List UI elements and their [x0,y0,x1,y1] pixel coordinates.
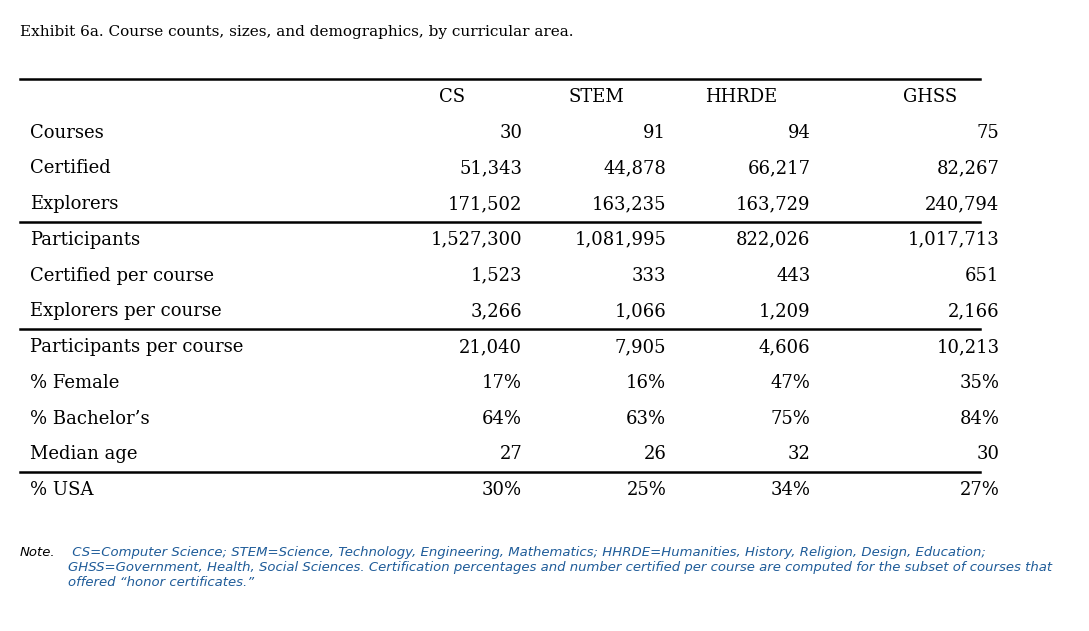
Text: Explorers per course: Explorers per course [29,302,221,321]
Text: 1,209: 1,209 [759,302,810,321]
Text: Explorers: Explorers [29,195,119,213]
Text: 1,017,713: 1,017,713 [908,231,1000,249]
Text: 35%: 35% [959,374,1000,392]
Text: Certified: Certified [29,159,111,177]
Text: 651: 651 [965,266,1000,285]
Text: Courses: Courses [29,124,103,141]
Text: 2,166: 2,166 [947,302,1000,321]
Text: Participants: Participants [29,231,140,249]
Text: 51,343: 51,343 [460,159,522,177]
Text: 333: 333 [632,266,666,285]
Text: 4,606: 4,606 [759,338,810,356]
Text: HHRDE: HHRDE [705,88,778,106]
Text: STEM: STEM [568,88,625,106]
Text: 47%: 47% [771,374,810,392]
Text: 26: 26 [644,445,666,463]
Text: 10,213: 10,213 [937,338,1000,356]
Text: 30: 30 [499,124,522,141]
Text: 21,040: 21,040 [460,338,522,356]
Text: 7,905: 7,905 [615,338,666,356]
Text: 16%: 16% [626,374,666,392]
Text: Certified per course: Certified per course [29,266,213,285]
Text: % Female: % Female [29,374,119,392]
Text: 163,729: 163,729 [736,195,810,213]
Text: 32: 32 [787,445,810,463]
Text: % Bachelor’s: % Bachelor’s [29,410,149,428]
Text: GHSS: GHSS [903,88,957,106]
Text: 44,878: 44,878 [603,159,666,177]
Text: 3,266: 3,266 [470,302,522,321]
Text: 27%: 27% [959,481,1000,499]
Text: 64%: 64% [482,410,522,428]
Text: 30: 30 [977,445,1000,463]
Text: 1,523: 1,523 [470,266,522,285]
Text: 82,267: 82,267 [937,159,1000,177]
Text: 443: 443 [776,266,810,285]
Text: 75%: 75% [771,410,810,428]
Text: % USA: % USA [29,481,94,499]
Text: 25%: 25% [626,481,666,499]
Text: 94: 94 [787,124,810,141]
Text: 1,066: 1,066 [614,302,666,321]
Text: 63%: 63% [626,410,666,428]
Text: 163,235: 163,235 [592,195,666,213]
Text: CS: CS [440,88,466,106]
Text: 84%: 84% [959,410,1000,428]
Text: 66,217: 66,217 [747,159,810,177]
Text: Median age: Median age [29,445,137,463]
Text: Exhibit 6a. Course counts, sizes, and demographics, by curricular area.: Exhibit 6a. Course counts, sizes, and de… [20,25,574,39]
Text: 822,026: 822,026 [736,231,810,249]
Text: 75: 75 [977,124,1000,141]
Text: 91: 91 [644,124,666,141]
Text: 1,527,300: 1,527,300 [430,231,522,249]
Text: 240,794: 240,794 [926,195,1000,213]
Text: 34%: 34% [771,481,810,499]
Text: 17%: 17% [482,374,522,392]
Text: 171,502: 171,502 [448,195,522,213]
Text: CS=Computer Science; STEM=Science, Technology, Engineering, Mathematics; HHRDE=H: CS=Computer Science; STEM=Science, Techn… [68,546,1052,589]
Text: Participants per course: Participants per course [29,338,243,356]
Text: Note.: Note. [20,546,56,559]
Text: 27: 27 [500,445,522,463]
Text: 1,081,995: 1,081,995 [575,231,666,249]
Text: 30%: 30% [482,481,522,499]
